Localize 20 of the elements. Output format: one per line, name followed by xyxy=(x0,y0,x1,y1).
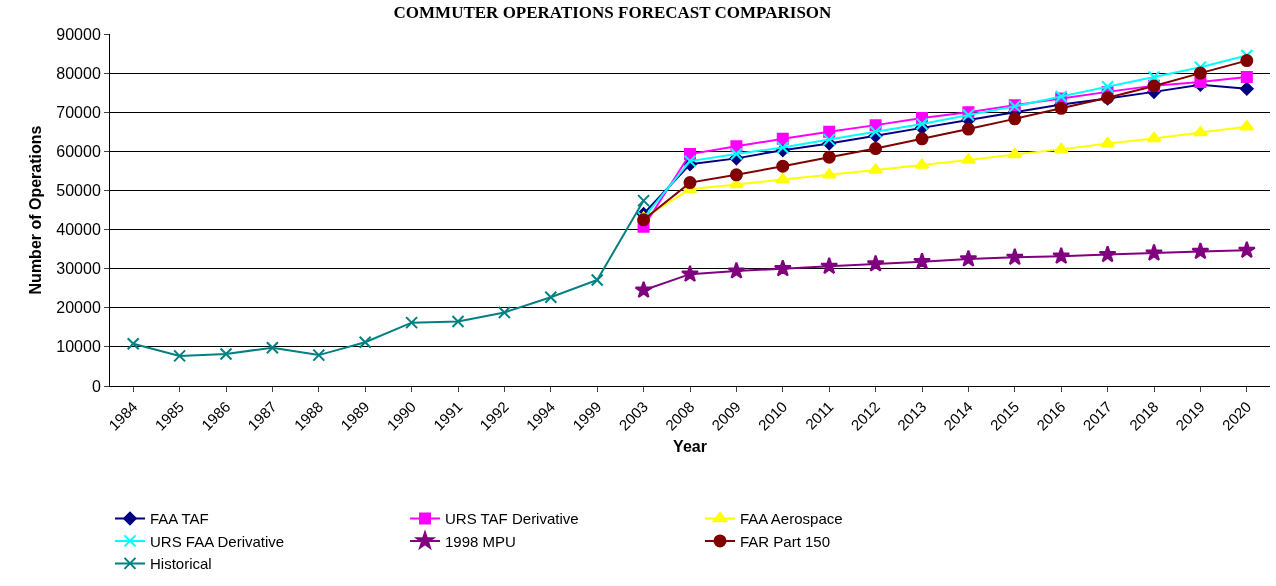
legend-label: URS TAF Derivative xyxy=(445,510,579,528)
legend-label: FAR Part 150 xyxy=(740,532,831,550)
legend-label: URS FAA Derivative xyxy=(150,532,285,550)
legend-label: Historical xyxy=(150,555,212,573)
y-tick-label: 60000 xyxy=(56,142,101,160)
y-tick-label: 70000 xyxy=(56,103,101,121)
legend-label: FAA Aerospace xyxy=(740,510,843,528)
y-tick-label: 0 xyxy=(91,377,101,395)
legend-label: FAA TAF xyxy=(150,510,209,528)
y-tick-label: 50000 xyxy=(56,182,101,200)
y-tick-label: 10000 xyxy=(56,338,101,356)
y-tick-label: 80000 xyxy=(56,64,101,82)
y-tick-label: 30000 xyxy=(56,260,101,278)
y-tick-label: 40000 xyxy=(56,221,101,239)
x-axis-title: Year xyxy=(673,438,707,456)
y-tick-label: 20000 xyxy=(56,299,101,317)
y-tick-label: 90000 xyxy=(56,25,101,43)
y-axis-title: Number of Operations xyxy=(27,125,45,295)
legend-label: 1998 MPU xyxy=(445,532,516,550)
chart-title: COMMUTER OPERATIONS FORECAST COMPARISON xyxy=(393,2,833,22)
